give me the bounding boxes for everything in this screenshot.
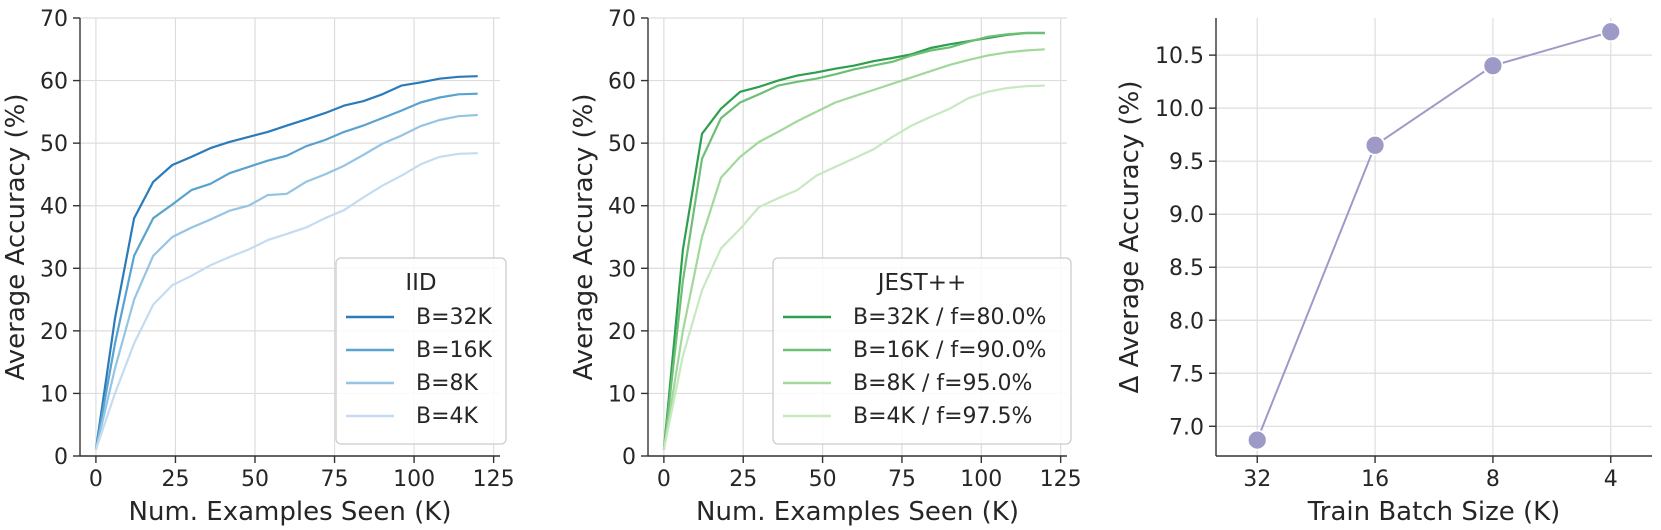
x-tick-label: 100	[393, 467, 435, 492]
series-line-4	[662, 84, 1045, 450]
legend-box	[772, 257, 1072, 445]
y-tick-label: 40	[608, 195, 636, 220]
y-tick-label: 20	[608, 320, 636, 345]
series-line-4	[94, 152, 478, 451]
legend-label: B=4K / f=97.5%	[853, 404, 1032, 429]
y-tick-label: 40	[40, 195, 68, 220]
legend-label: B=32K	[416, 305, 493, 330]
series-line-2	[662, 31, 1045, 450]
data-point	[1364, 134, 1386, 156]
x-tick-label: 25	[729, 467, 757, 492]
x-tick-label: 125	[1040, 467, 1082, 492]
legend-label: B=16K	[416, 338, 493, 363]
y-tick-label: 30	[40, 257, 68, 282]
x-axis-label: Num. Examples Seen (K)	[696, 497, 1019, 527]
chart-3: 32 16 8 4 7.0 7.5 8.0 8.5 9.0 9.5 10.0 10.5 Train Ba…	[1115, 18, 1652, 527]
x-tick-label: 4	[1604, 467, 1618, 492]
series-line-1	[1256, 30, 1612, 441]
x-tick-label: 75	[888, 467, 916, 492]
x-tick-label: 75	[321, 467, 349, 492]
y-tick-label: 50	[40, 132, 68, 157]
x-axis-label: Train Batch Size (K)	[1307, 497, 1561, 527]
legend: JEST++ B=32K / f=80.0% B=16K / f=90.0% B=8K…	[772, 257, 1072, 445]
x-tick-label: 25	[161, 467, 189, 492]
y-tick-label: 9.5	[1169, 150, 1204, 175]
x-tick-label: 50	[241, 467, 269, 492]
series-line-3	[94, 113, 478, 450]
x-tick-label: 0	[89, 467, 103, 492]
x-tick-label: 0	[657, 467, 671, 492]
y-tick-label: 8.0	[1169, 309, 1204, 334]
y-axis-label: Δ Average Accuracy (%)	[1115, 80, 1145, 393]
y-tick-label: 8.5	[1169, 256, 1204, 281]
y-tick-label: 7.5	[1169, 362, 1204, 387]
legend-label: B=32K / f=80.0%	[853, 305, 1046, 330]
legend-title: IID	[405, 270, 436, 296]
y-tick-label: 0	[622, 445, 636, 470]
legend: IID B=32K B=16K B=8K B=4K	[335, 257, 507, 445]
x-tick-label: 100	[960, 467, 1002, 492]
y-tick-label: 10.0	[1155, 97, 1204, 122]
y-tick-label: 30	[608, 257, 636, 282]
data-point	[1246, 429, 1268, 451]
y-tick-label: 10	[40, 382, 68, 407]
y-tick-label: 60	[40, 70, 68, 95]
y-tick-label: 50	[608, 132, 636, 157]
x-tick-label: 16	[1361, 467, 1389, 492]
gridlines	[1216, 18, 1652, 456]
legend-label: B=4K	[416, 404, 479, 429]
y-tick-label: 10.5	[1155, 44, 1204, 69]
series-line-2	[94, 92, 478, 450]
x-axis-label: Num. Examples Seen (K)	[129, 497, 452, 527]
chart-1: 0 25 50 75 100 125 0 10 20 30 40 50 60 70 Num. Example…	[1, 7, 515, 527]
y-tick-label: 70	[608, 7, 636, 32]
series-line-1	[94, 75, 478, 450]
data-point	[1600, 21, 1622, 43]
x-tick-label: 8	[1486, 467, 1500, 492]
series-line-3	[662, 48, 1045, 450]
chart-2: 0 25 50 75 100 125 0 10 20 30 40 50 60 70 Num. Example…	[569, 7, 1082, 527]
x-tick-label: 125	[473, 467, 515, 492]
data-point	[1482, 55, 1504, 77]
y-axis-label: Average Accuracy (%)	[1, 94, 31, 381]
y-axis-label: Average Accuracy (%)	[569, 94, 599, 381]
y-tick-label: 9.0	[1169, 203, 1204, 228]
legend-title: JEST++	[876, 270, 967, 296]
y-tick-label: 0	[54, 445, 68, 470]
legend-label: B=8K / f=95.0%	[853, 371, 1032, 396]
y-tick-label: 10	[608, 382, 636, 407]
legend-box	[335, 257, 507, 445]
x-tick-label: 50	[809, 467, 837, 492]
y-tick-label: 7.0	[1169, 415, 1204, 440]
legend-label: B=8K	[416, 371, 479, 396]
y-tick-label: 20	[40, 320, 68, 345]
legend-label: B=16K / f=90.0%	[853, 338, 1046, 363]
y-tick-label: 70	[40, 7, 68, 32]
x-tick-label: 32	[1243, 467, 1271, 492]
y-tick-label: 60	[608, 70, 636, 95]
